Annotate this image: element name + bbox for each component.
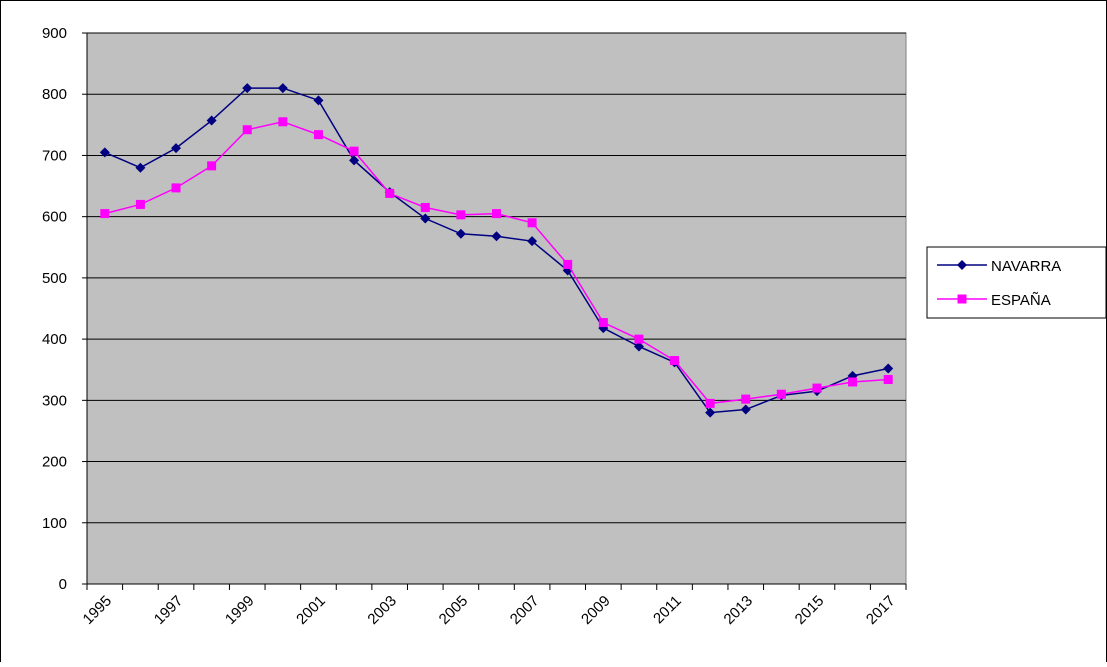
marker [957,294,967,304]
marker [491,231,502,242]
y-tick-label: 300 [42,392,67,409]
marker [492,209,501,219]
marker [598,318,608,328]
marker [957,260,967,270]
marker [207,161,217,171]
marker [278,117,288,127]
marker [563,259,573,269]
y-tick-label: 100 [42,515,67,532]
marker [848,377,858,387]
marker [776,389,786,399]
marker [634,334,644,344]
marker [527,236,538,247]
y-tick-label: 600 [42,209,67,226]
marker [349,146,359,156]
marker [313,95,324,106]
marker [171,183,181,193]
legend-box [926,246,1107,319]
marker [100,209,110,219]
marker [705,407,716,418]
marker [385,188,395,198]
marker [741,394,751,404]
marker [242,83,253,94]
marker [740,404,751,415]
legend-label: ESPAÑA [991,292,1051,309]
marker [242,125,252,135]
marker [135,162,146,173]
marker [812,383,822,393]
marker [313,130,323,140]
y-tick-label: 700 [42,147,67,164]
marker [456,210,466,220]
marker [99,147,110,158]
y-tick-label: 200 [42,454,67,471]
marker [135,199,145,209]
marker [883,363,894,374]
y-tick-label: 0 [59,576,67,593]
marker [455,228,466,239]
y-tick-label: 400 [42,331,67,348]
marker [883,375,893,385]
marker [705,398,715,408]
y-tick-label: 500 [42,270,67,287]
marker [277,83,288,94]
marker [420,213,431,224]
marker [527,218,537,228]
marker [171,143,182,154]
marker [670,356,680,366]
marker [206,115,217,126]
marker [633,341,644,352]
plot-area [86,32,907,585]
marker [349,155,360,166]
marker [420,202,430,212]
legend-label: NAVARRA [991,258,1061,275]
y-tick-label: 900 [42,25,67,42]
y-tick-label: 800 [42,86,67,103]
